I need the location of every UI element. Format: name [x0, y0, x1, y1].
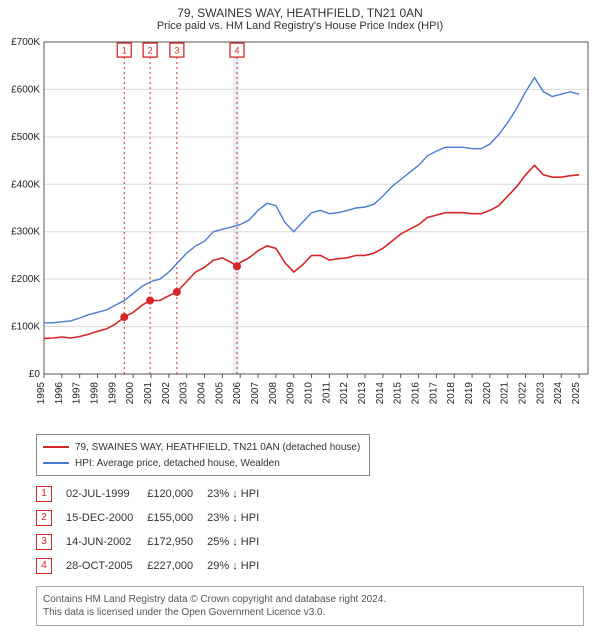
svg-text:2018: 2018	[446, 382, 457, 405]
svg-text:1: 1	[122, 46, 127, 56]
svg-text:2010: 2010	[304, 382, 315, 405]
svg-text:2003: 2003	[179, 382, 190, 405]
tx-date: 02-JUL-1999	[66, 482, 147, 506]
svg-text:2020: 2020	[482, 382, 493, 405]
svg-text:2007: 2007	[250, 382, 261, 405]
svg-text:2009: 2009	[286, 382, 297, 405]
svg-text:2005: 2005	[214, 382, 225, 405]
chart-legend: 79, SWAINES WAY, HEATHFIELD, TN21 0AN (d…	[36, 434, 370, 476]
tx-date: 28-OCT-2005	[66, 554, 147, 578]
svg-text:1999: 1999	[107, 382, 118, 405]
tx-marker-icon: 1	[36, 486, 52, 502]
tx-price: £172,950	[147, 530, 207, 554]
svg-text:2015: 2015	[393, 382, 404, 405]
svg-text:2: 2	[148, 46, 153, 56]
chart-title-block: 79, SWAINES WAY, HEATHFIELD, TN21 0AN Pr…	[0, 0, 600, 36]
svg-text:2004: 2004	[197, 382, 208, 405]
footer-line1: Contains HM Land Registry data © Crown c…	[43, 593, 577, 606]
footer-attribution: Contains HM Land Registry data © Crown c…	[36, 586, 584, 626]
svg-text:2001: 2001	[143, 382, 154, 405]
footer-line2: This data is licensed under the Open Gov…	[43, 606, 577, 619]
svg-text:1997: 1997	[72, 382, 83, 405]
tx-marker-icon: 2	[36, 510, 52, 526]
tx-pct: 25% ↓ HPI	[207, 530, 273, 554]
tx-marker-icon: 3	[36, 534, 52, 550]
svg-text:2014: 2014	[375, 382, 386, 405]
tx-date: 14-JUN-2002	[66, 530, 147, 554]
title-line2: Price paid vs. HM Land Registry's House …	[0, 20, 600, 32]
svg-text:£700K: £700K	[11, 37, 40, 48]
legend-row-property: 79, SWAINES WAY, HEATHFIELD, TN21 0AN (d…	[43, 439, 363, 455]
svg-text:£400K: £400K	[11, 179, 40, 190]
table-row: 4 28-OCT-2005£227,00029% ↓ HPI	[36, 554, 273, 578]
svg-text:2000: 2000	[125, 382, 136, 405]
price-chart: £0 £100K £200K £300K £400K £500K £600K £700K 1 2 3…	[0, 36, 600, 426]
tx-pct: 23% ↓ HPI	[207, 482, 273, 506]
svg-text:£600K: £600K	[11, 84, 40, 95]
legend-swatch-hpi	[43, 462, 69, 464]
table-row: 2 15-DEC-2000£155,00023% ↓ HPI	[36, 506, 273, 530]
svg-text:4: 4	[234, 46, 239, 56]
tx-date: 15-DEC-2000	[66, 506, 147, 530]
svg-text:2011: 2011	[321, 382, 332, 404]
svg-text:2024: 2024	[553, 382, 564, 405]
svg-text:2019: 2019	[464, 382, 475, 405]
legend-label-hpi: HPI: Average price, detached house, Weal…	[75, 458, 280, 469]
tx-pct: 23% ↓ HPI	[207, 506, 273, 530]
svg-text:2022: 2022	[518, 382, 529, 405]
tx-pct: 29% ↓ HPI	[207, 554, 273, 578]
svg-text:1996: 1996	[54, 382, 65, 405]
svg-text:2023: 2023	[535, 382, 546, 405]
svg-text:2021: 2021	[500, 382, 511, 405]
tx-marker-icon: 4	[36, 558, 52, 574]
tx-price: £155,000	[147, 506, 207, 530]
svg-text:2025: 2025	[571, 382, 582, 405]
legend-label-property: 79, SWAINES WAY, HEATHFIELD, TN21 0AN (d…	[75, 442, 360, 453]
title-line1: 79, SWAINES WAY, HEATHFIELD, TN21 0AN	[0, 6, 600, 20]
legend-row-hpi: HPI: Average price, detached house, Weal…	[43, 455, 363, 471]
table-row: 3 14-JUN-2002£172,95025% ↓ HPI	[36, 530, 273, 554]
svg-text:1995: 1995	[36, 382, 47, 405]
svg-text:3: 3	[174, 46, 179, 56]
svg-text:£0: £0	[29, 369, 41, 380]
svg-text:2008: 2008	[268, 382, 279, 405]
tx-price: £120,000	[147, 482, 207, 506]
legend-swatch-property	[43, 446, 69, 448]
tx-price: £227,000	[147, 554, 207, 578]
svg-text:2006: 2006	[232, 382, 243, 405]
svg-text:2016: 2016	[411, 382, 422, 405]
svg-text:2012: 2012	[339, 382, 350, 405]
svg-text:1998: 1998	[90, 382, 101, 405]
svg-text:£100K: £100K	[11, 322, 40, 333]
svg-text:2002: 2002	[161, 382, 172, 405]
svg-text:£300K: £300K	[11, 227, 40, 238]
table-row: 1 02-JUL-1999£120,00023% ↓ HPI	[36, 482, 273, 506]
transactions-table: 1 02-JUL-1999£120,00023% ↓ HPI 2 15-DEC-200…	[36, 482, 273, 578]
svg-text:2017: 2017	[428, 382, 439, 405]
svg-text:£200K: £200K	[11, 274, 40, 285]
svg-text:£500K: £500K	[11, 132, 40, 143]
svg-text:2013: 2013	[357, 382, 368, 405]
